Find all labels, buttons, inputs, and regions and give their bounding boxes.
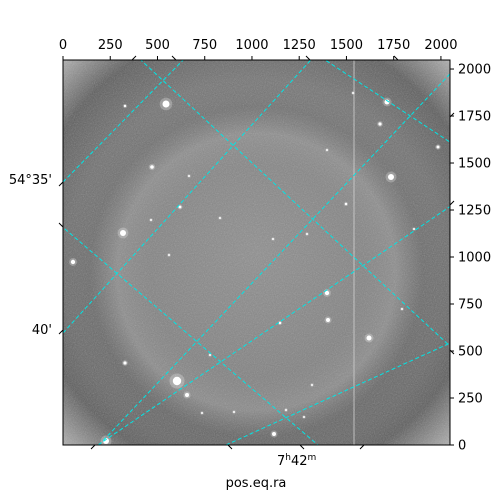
star bbox=[311, 384, 313, 386]
top-pixel-axis: 0 250 500 750 1000 1250 1500 1750 2000 bbox=[59, 38, 457, 60]
sky-image bbox=[63, 60, 450, 445]
star bbox=[219, 217, 221, 219]
grid-line bbox=[140, 60, 450, 347]
y-pixel-tick-label: 0 bbox=[458, 439, 466, 454]
star bbox=[278, 321, 282, 325]
star bbox=[306, 233, 308, 235]
star bbox=[209, 354, 211, 356]
x-pixel-tick-label: 2000 bbox=[424, 38, 457, 53]
star bbox=[388, 174, 394, 180]
dec-label-40: 40' bbox=[32, 323, 52, 338]
star bbox=[384, 99, 390, 105]
wcs-grid bbox=[63, 60, 450, 445]
x-pixel-tick-label: 500 bbox=[145, 38, 170, 53]
star bbox=[233, 411, 235, 413]
y-pixel-tick-label: 1500 bbox=[458, 157, 491, 172]
dec-label-54-35: 54°35' bbox=[9, 173, 52, 188]
grid-line bbox=[97, 205, 450, 445]
star bbox=[272, 432, 276, 436]
star bbox=[123, 104, 127, 108]
x-pixel-tick-label: 1750 bbox=[377, 38, 410, 53]
star bbox=[70, 259, 76, 265]
grid-line bbox=[225, 342, 450, 445]
star bbox=[178, 205, 182, 209]
star bbox=[326, 318, 330, 322]
star bbox=[123, 361, 127, 365]
x-pixel-tick-label: 750 bbox=[192, 38, 217, 53]
x-pixel-tick-label: 0 bbox=[59, 38, 67, 53]
star bbox=[378, 122, 382, 126]
grid-line bbox=[98, 73, 450, 445]
star bbox=[201, 412, 203, 414]
y-pixel-tick-label: 500 bbox=[458, 345, 483, 360]
world-axis-ticks bbox=[58, 55, 455, 450]
star bbox=[285, 409, 287, 411]
star bbox=[120, 230, 126, 236]
star bbox=[303, 416, 305, 418]
y-pixel-tick-label: 1000 bbox=[458, 251, 491, 266]
star bbox=[168, 254, 170, 256]
star bbox=[172, 376, 182, 386]
star bbox=[366, 335, 372, 341]
star bbox=[401, 308, 403, 310]
star bbox=[150, 219, 152, 221]
x-axis-title: pos.eq.ra bbox=[226, 476, 287, 491]
x-pixel-tick-label: 1500 bbox=[330, 38, 363, 53]
grid-line bbox=[324, 60, 450, 143]
ra-tick-label: 7h42m bbox=[277, 453, 316, 469]
x-pixel-tick-label: 1250 bbox=[283, 38, 316, 53]
star bbox=[185, 393, 189, 397]
star bbox=[326, 149, 328, 151]
star bbox=[344, 202, 348, 206]
grid-line bbox=[63, 60, 312, 334]
star bbox=[352, 92, 354, 94]
plot-frame bbox=[62, 59, 451, 446]
star bbox=[150, 165, 154, 169]
y-pixel-tick-label: 250 bbox=[458, 392, 483, 407]
star bbox=[188, 175, 190, 177]
grid-line bbox=[63, 60, 184, 183]
x-pixel-tick-label: 250 bbox=[98, 38, 123, 53]
right-pixel-axis: 0 250 500 750 1000 1250 1500 1750 2000 bbox=[450, 63, 491, 454]
star bbox=[162, 100, 170, 108]
star bbox=[436, 145, 440, 149]
y-pixel-tick-label: 750 bbox=[458, 298, 483, 313]
y-pixel-tick-label: 2000 bbox=[458, 63, 491, 78]
star bbox=[272, 238, 274, 240]
star bbox=[324, 290, 330, 296]
grid-line bbox=[63, 226, 319, 445]
y-pixel-tick-label: 1750 bbox=[458, 110, 491, 125]
stars bbox=[69, 91, 441, 445]
y-pixel-tick-label: 1250 bbox=[458, 204, 491, 219]
star bbox=[413, 228, 415, 230]
x-pixel-tick-label: 1000 bbox=[235, 38, 268, 53]
